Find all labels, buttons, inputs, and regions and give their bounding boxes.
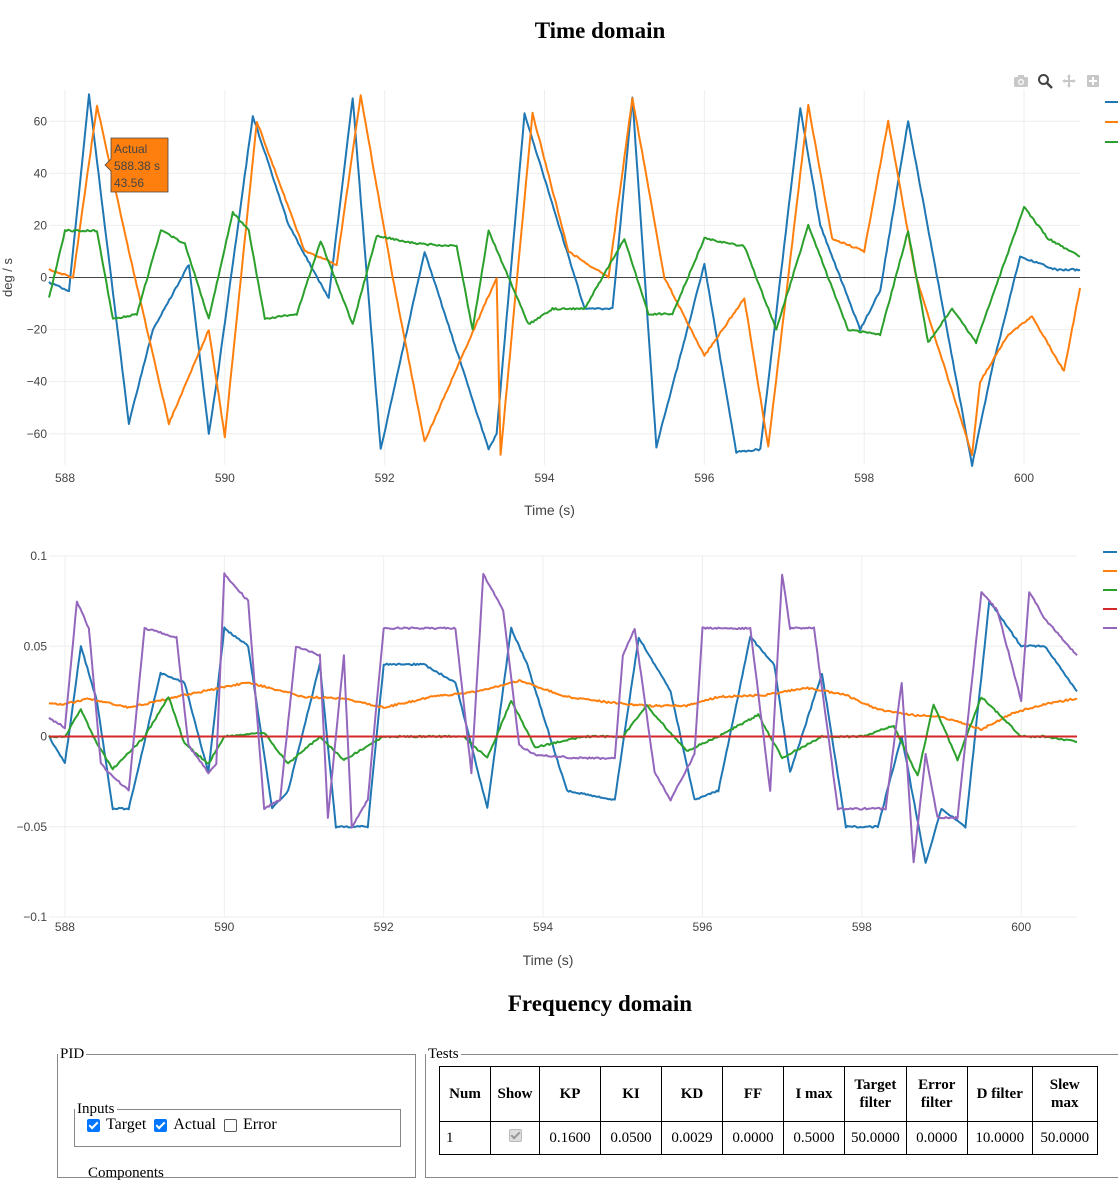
y-tick-label: 0.1 <box>30 549 47 563</box>
header-target-filter: Target filter <box>844 1066 907 1122</box>
header-error-filter: Error filter <box>905 1066 968 1122</box>
tooltip-x-value: 588.38 s <box>114 159 160 173</box>
row-num: 1 <box>439 1121 491 1155</box>
inputs-group: Inputs Target Actual Error <box>74 1101 401 1147</box>
time-domain-heading: Time domain <box>534 18 666 43</box>
row-i-max: 0.5000 <box>783 1121 845 1155</box>
row-error-filter: 0.0000 <box>905 1121 968 1155</box>
header-num: Num <box>439 1066 491 1122</box>
x-tick-label: 596 <box>694 471 714 485</box>
show-checkbox[interactable] <box>508 1129 522 1142</box>
x-tick-label: 590 <box>214 920 234 934</box>
x-tick-label: 598 <box>854 471 874 485</box>
y-tick-label: 0.05 <box>24 639 48 653</box>
error-checkbox[interactable] <box>224 1118 237 1132</box>
plot-modebar <box>1012 72 1102 90</box>
y-tick-label: −0.1 <box>23 910 47 924</box>
x-tick-label: 588 <box>55 471 75 485</box>
row-kp: 0.1600 <box>539 1121 601 1155</box>
y-tick-label: 0 <box>40 271 47 285</box>
series-line <box>48 93 1081 467</box>
series-line <box>48 572 1078 864</box>
y-tick-label: −40 <box>27 375 48 389</box>
pid-components-chart[interactable]: 588 590 592 594 596 598 600 −0.1 −0.05 0 0.05 0.1 Ti… <box>0 520 1118 980</box>
tooltip-series-name: Actual <box>114 142 147 156</box>
x-axis-title: Time (s) <box>524 502 575 518</box>
error-label: Error <box>243 1116 277 1133</box>
target-checkbox[interactable] <box>87 1118 100 1132</box>
x-tick-label: 600 <box>1011 920 1031 934</box>
x-axis-title: Time (s) <box>523 952 574 968</box>
tooltip-y-value: 43.56 <box>114 176 144 190</box>
y-tick-label: −60 <box>27 427 48 441</box>
x-tick-label: 594 <box>533 920 553 934</box>
series-line <box>48 205 1081 345</box>
y-tick-label: −0.05 <box>17 820 48 834</box>
inputs-legend: Inputs <box>77 1101 115 1117</box>
pid-panel: PID Inputs Target Actual Error Component… <box>57 1046 416 1181</box>
x-tick-label: 598 <box>852 920 872 934</box>
series-line <box>48 599 1078 864</box>
row-ki: 0.0500 <box>600 1121 662 1155</box>
tests-header-row: Num Show KP KI KD FF I max Target filter… <box>439 1066 1098 1122</box>
header-ki: KI <box>600 1066 662 1122</box>
x-tick-label: 590 <box>215 471 235 485</box>
actual-checkbox[interactable] <box>154 1118 168 1132</box>
row-show[interactable] <box>490 1121 540 1155</box>
inputs-checkboxes: Target Actual Error <box>75 1116 400 1134</box>
y-tick-label: 0 <box>40 730 47 744</box>
row-ff: 0.0000 <box>722 1121 784 1155</box>
header-kp: KP <box>539 1066 601 1122</box>
x-tick-label: 594 <box>535 471 555 485</box>
x-tick-label: 596 <box>692 920 712 934</box>
row-target-filter: 50.0000 <box>844 1121 907 1155</box>
x-tick-label: 588 <box>55 920 75 934</box>
y-tick-label: 40 <box>34 166 48 180</box>
time-domain-chart[interactable]: 588 590 592 594 596 598 600 −60 −40 −20 0 20 40 60 Tim… <box>0 0 1118 530</box>
y-tick-label: −20 <box>27 323 48 337</box>
row-slew-max: 50.0000 <box>1031 1121 1098 1155</box>
pid-legend: PID <box>60 1046 85 1062</box>
series-line <box>48 94 1081 456</box>
zoom-icon[interactable] <box>1036 72 1054 90</box>
header-show: Show <box>490 1066 540 1122</box>
tests-legend: Tests <box>428 1046 459 1062</box>
components-legend: Components <box>88 1165 164 1181</box>
table-row: 1 0.1600 0.0500 0.0029 0.0000 0.5000 50.… <box>439 1121 1098 1155</box>
header-slew-max: Slew max <box>1031 1066 1098 1122</box>
row-kd: 0.0029 <box>661 1121 723 1155</box>
camera-icon[interactable] <box>1012 72 1030 90</box>
tooltip-box <box>104 137 169 193</box>
y-tick-label: 20 <box>34 218 48 232</box>
header-i-max: I max <box>783 1066 845 1122</box>
header-kd: KD <box>661 1066 723 1122</box>
y-axis-title: deg / s <box>0 257 15 297</box>
zoom-in-icon[interactable] <box>1084 72 1102 90</box>
x-tick-label: 592 <box>374 920 394 934</box>
series-line <box>48 679 1078 732</box>
row-d-filter: 10.0000 <box>966 1121 1033 1155</box>
target-label: Target <box>106 1116 147 1133</box>
hover-tooltip: Actual 588.38 s 43.56 <box>104 137 169 193</box>
header-ff: FF <box>722 1066 784 1122</box>
tests-table: Num Show KP KI KD FF I max Target filter… <box>439 1066 1098 1155</box>
pan-icon[interactable] <box>1060 72 1078 90</box>
y-tick-label: 60 <box>34 114 48 128</box>
frequency-domain-heading: Frequency domain <box>507 991 693 1016</box>
actual-label: Actual <box>173 1116 216 1133</box>
x-tick-label: 592 <box>375 471 395 485</box>
grid <box>49 90 1080 465</box>
header-d-filter: D filter <box>966 1066 1033 1122</box>
x-tick-label: 600 <box>1014 471 1034 485</box>
